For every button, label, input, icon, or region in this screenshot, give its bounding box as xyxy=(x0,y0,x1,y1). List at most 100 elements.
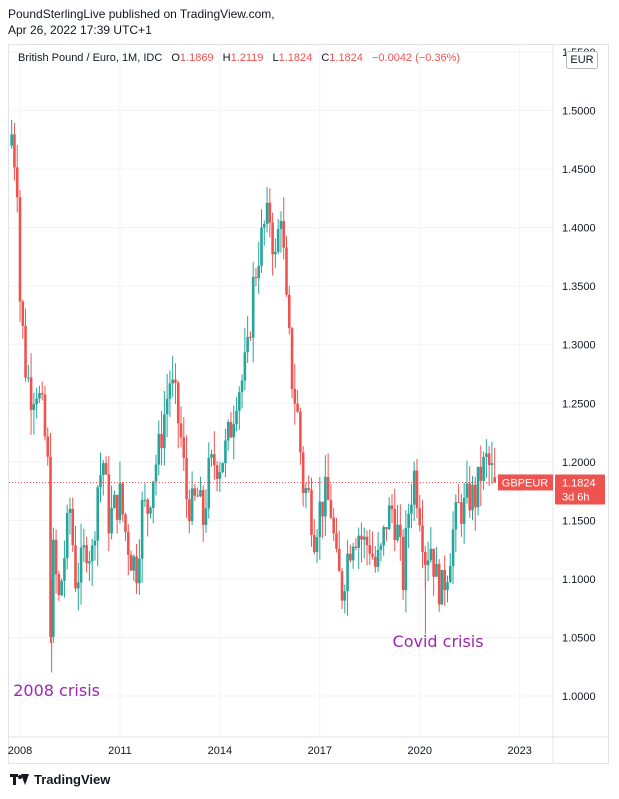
ohlc-legend: British Pound / Euro, 1M, IDC O1.1869 H1… xyxy=(18,52,460,64)
candle-body xyxy=(249,336,252,338)
candle-body xyxy=(13,134,16,168)
candle-body xyxy=(318,501,322,538)
candle-body xyxy=(260,227,263,266)
publisher-line: PoundSterlingLive published on TradingVi… xyxy=(8,7,275,21)
candle-body xyxy=(312,535,316,552)
candle-body xyxy=(287,294,291,329)
chart-annotation: Covid crisis xyxy=(393,632,484,651)
candle-body xyxy=(79,547,83,583)
candle-body xyxy=(382,527,385,546)
candle-body xyxy=(276,228,280,252)
candle-body xyxy=(468,483,472,511)
candle-body xyxy=(454,502,458,530)
candle-body xyxy=(229,422,233,438)
publisher-info: PoundSterlingLive published on TradingVi… xyxy=(8,6,275,38)
y-tick-label: 1.1000 xyxy=(562,574,596,586)
candle-body xyxy=(71,508,75,546)
candle-body xyxy=(285,247,288,295)
candle-body xyxy=(387,505,391,530)
candle-body xyxy=(343,591,347,601)
candle-body xyxy=(210,454,213,458)
candle-body xyxy=(201,490,205,525)
candle-body xyxy=(340,571,344,601)
candle-body xyxy=(418,508,422,526)
candle-body xyxy=(32,404,36,410)
x-tick-label: 2020 xyxy=(408,745,432,757)
candle-body xyxy=(21,301,25,326)
candle-body xyxy=(437,563,441,605)
candle-body xyxy=(238,392,241,411)
candle-body xyxy=(307,488,311,491)
candle-body xyxy=(376,549,380,567)
candle-body xyxy=(193,488,197,496)
candle-body xyxy=(482,456,485,481)
candle-body xyxy=(165,398,169,415)
candle-body xyxy=(412,470,416,505)
candle-body xyxy=(299,411,302,453)
candle-body xyxy=(151,481,155,508)
candle-body xyxy=(415,470,419,509)
candle-body xyxy=(35,398,38,405)
candle-body xyxy=(85,545,88,564)
brand-name: TradingView xyxy=(34,772,111,787)
candle-body xyxy=(451,529,455,567)
close-label: C xyxy=(321,52,330,64)
candle-body xyxy=(346,553,349,592)
y-tick-label: 1.2500 xyxy=(562,398,596,410)
candle-body xyxy=(351,546,355,561)
candle-body xyxy=(196,495,199,497)
candle-body xyxy=(385,527,388,530)
candle-body xyxy=(57,574,61,596)
change-value: −0.0042 (−0.36%) xyxy=(371,52,461,64)
candle-body xyxy=(29,377,33,410)
candle-body xyxy=(371,553,374,557)
candle-body xyxy=(404,527,408,591)
candle-body xyxy=(188,499,191,522)
candle-body xyxy=(49,456,52,637)
candle-body xyxy=(462,497,466,524)
candle-body xyxy=(232,424,236,438)
candle-body xyxy=(335,533,338,549)
candle-body xyxy=(60,580,63,596)
candle-body xyxy=(360,535,363,540)
candle-body xyxy=(82,545,86,548)
candle-body xyxy=(132,556,136,571)
candle-body xyxy=(485,453,488,457)
candle-body xyxy=(65,512,69,559)
candle-body xyxy=(329,499,333,518)
candle-body xyxy=(479,466,483,481)
candle-body xyxy=(43,394,47,437)
candle-body xyxy=(146,499,149,514)
candle-body xyxy=(465,483,469,498)
candle-body xyxy=(440,569,444,605)
candle-body xyxy=(443,569,447,591)
candle-body xyxy=(410,504,413,514)
currency-button[interactable]: EUR xyxy=(566,51,598,69)
candle-body xyxy=(235,410,238,425)
y-tick-label: 1.2000 xyxy=(562,457,596,469)
last-price-label: 1.1824 xyxy=(562,477,596,489)
last-price-tag xyxy=(555,474,605,505)
ticker-label: GBPEUR xyxy=(502,477,549,489)
chart-frame xyxy=(8,44,609,764)
open-label: O xyxy=(171,52,180,64)
candle-body xyxy=(473,484,477,508)
candle-body xyxy=(176,382,180,424)
candle-body xyxy=(432,548,435,577)
candle-body xyxy=(254,277,258,279)
candle-body xyxy=(354,546,358,548)
candle-body xyxy=(268,202,272,223)
y-tick-label: 1.4000 xyxy=(562,223,596,235)
candle-body xyxy=(296,403,299,412)
candle-body xyxy=(310,490,313,536)
candle-body xyxy=(138,558,141,584)
chart-annotation: 2008 crisis xyxy=(13,681,100,700)
candle-body xyxy=(40,393,44,395)
candle-body xyxy=(104,463,108,475)
y-tick-label: 1.5000 xyxy=(562,106,596,118)
candle-body xyxy=(407,513,410,528)
candle-body xyxy=(290,328,294,390)
x-tick-label: 2023 xyxy=(507,745,531,757)
candle-body xyxy=(38,393,41,399)
